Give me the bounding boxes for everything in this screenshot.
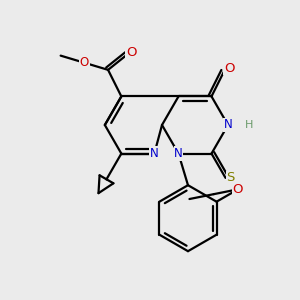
Text: O: O: [126, 46, 136, 59]
Text: N: N: [174, 147, 183, 160]
Text: H: H: [245, 120, 253, 130]
Text: N: N: [150, 147, 159, 160]
Text: O: O: [80, 56, 89, 69]
Text: S: S: [226, 171, 235, 184]
Text: O: O: [233, 183, 243, 196]
Text: N: N: [224, 118, 232, 131]
Text: O: O: [224, 62, 234, 75]
